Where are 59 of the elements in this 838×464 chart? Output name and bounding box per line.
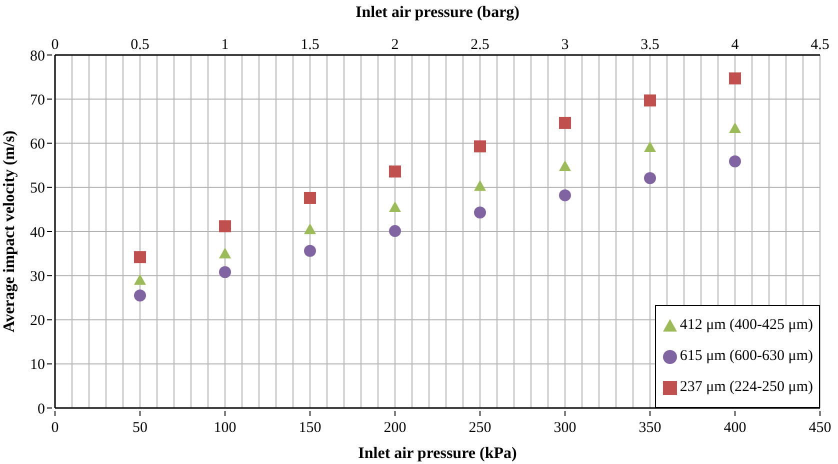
point — [134, 251, 146, 264]
y-axis-title: Average impact velocity (m/s) — [1, 130, 18, 332]
legend-label: 615 μm (600-630 μm) — [680, 348, 813, 365]
point — [729, 155, 741, 168]
point — [219, 266, 231, 278]
x-tick-label: 50 — [132, 420, 148, 436]
point — [219, 248, 231, 258]
x-tick-label: 0 — [51, 420, 59, 436]
point — [474, 140, 486, 152]
x2-tick-label: 3 — [561, 37, 569, 53]
point — [219, 220, 231, 232]
point — [389, 201, 401, 212]
point — [644, 141, 656, 152]
point — [134, 289, 146, 302]
point — [729, 72, 741, 84]
point — [559, 189, 571, 202]
x-tick-label: 150 — [298, 420, 322, 436]
x2-tick-label: 4.5 — [810, 37, 830, 53]
y-tick-label: 0 — [38, 401, 45, 418]
x2-tick-label: 2.5 — [470, 37, 490, 53]
point — [134, 274, 146, 285]
y-tick-label: 60 — [30, 136, 45, 152]
point — [729, 122, 741, 134]
x2-tick-label: 0.5 — [130, 37, 150, 53]
point — [474, 180, 486, 191]
point — [304, 223, 316, 234]
point — [559, 160, 571, 171]
legend-label: 412 μm (400-425 μm) — [680, 317, 813, 334]
x-tick-label: 300 — [554, 420, 576, 436]
y-tick-label: 80 — [30, 48, 45, 64]
x2-tick-label: 1.5 — [300, 37, 320, 53]
y-tick-label: 50 — [30, 180, 45, 197]
point — [304, 244, 316, 257]
x-tick-label: 250 — [468, 420, 492, 436]
point — [644, 172, 656, 184]
legend-label: 237 μm (224-250 μm) — [680, 379, 813, 396]
x-tick-label: 450 — [808, 420, 832, 436]
y-tick-label: 20 — [30, 313, 45, 329]
point — [389, 225, 401, 238]
y-tick-label: 10 — [30, 357, 45, 374]
x2-axis-title: Inlet air pressure (barg) — [356, 4, 520, 21]
point — [304, 192, 316, 204]
point — [644, 94, 656, 106]
y-tick-label: 30 — [30, 268, 45, 285]
x2-tick-label: 2 — [391, 37, 399, 53]
x-tick-label: 400 — [724, 420, 746, 436]
x2-tick-label: 1 — [221, 37, 229, 53]
x2-tick-label: 0 — [51, 37, 59, 53]
x-axis-title: Inlet air pressure (kPa) — [358, 445, 517, 462]
x2-tick-label: 3.5 — [640, 37, 660, 53]
x2-tick-label: 4 — [731, 37, 740, 53]
x-tick-label: 200 — [384, 420, 406, 436]
point — [474, 206, 486, 219]
point — [559, 116, 571, 129]
x-tick-label: 350 — [638, 420, 662, 436]
y-tick-label: 70 — [30, 92, 45, 108]
point — [389, 165, 401, 178]
x-tick-label: 100 — [214, 420, 236, 436]
y-tick-label: 40 — [30, 224, 45, 241]
